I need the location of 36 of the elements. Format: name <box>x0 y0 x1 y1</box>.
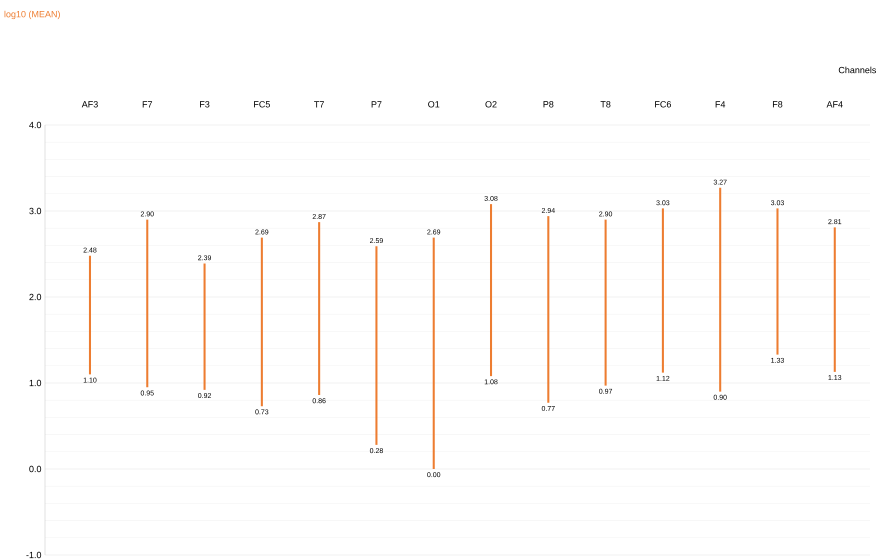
y-tick-label: 1.0 <box>30 380 42 386</box>
bar <box>260 238 263 406</box>
y-tick-label: 4.0 <box>29 122 42 128</box>
bar <box>146 220 148 388</box>
bar <box>375 246 378 445</box>
bar <box>490 204 492 376</box>
x-tick-label: F7 <box>142 101 152 108</box>
x-tick-label: FC5 <box>254 101 270 108</box>
x-tick-label: P7 <box>372 101 382 108</box>
x-tick-label: F3 <box>200 101 210 108</box>
x-tick-label: FC6 <box>655 101 672 108</box>
bar <box>604 220 607 386</box>
bar <box>318 222 320 396</box>
x-tick-label: AF4 <box>826 101 843 108</box>
text: log10 (MEAN) <box>4 10 60 20</box>
bar <box>719 188 722 392</box>
y-tick-label: 0.0 <box>29 466 42 472</box>
y-tick-label: -1.0 <box>26 552 42 558</box>
bar <box>204 263 206 390</box>
bar <box>432 238 435 469</box>
x-tick-label: F8 <box>772 101 782 108</box>
x-tick-label: F4 <box>716 101 726 108</box>
bar <box>834 227 836 372</box>
x-tick-label: O2 <box>485 101 497 108</box>
x-tick-label: AF3 <box>82 101 98 108</box>
bar <box>776 208 779 355</box>
bar <box>547 216 550 403</box>
y-tick-label: 2.0 <box>29 294 42 300</box>
bar <box>662 208 664 373</box>
x-axis-title: Channels <box>838 66 876 74</box>
x-tick-label: T8 <box>600 101 610 108</box>
x-tick-label: O1 <box>428 101 440 108</box>
bar <box>88 256 92 374</box>
x-tick-label: T7 <box>314 101 324 108</box>
x-tick-label: P8 <box>544 101 554 108</box>
y-tick-label: 3.0 <box>29 208 42 214</box>
